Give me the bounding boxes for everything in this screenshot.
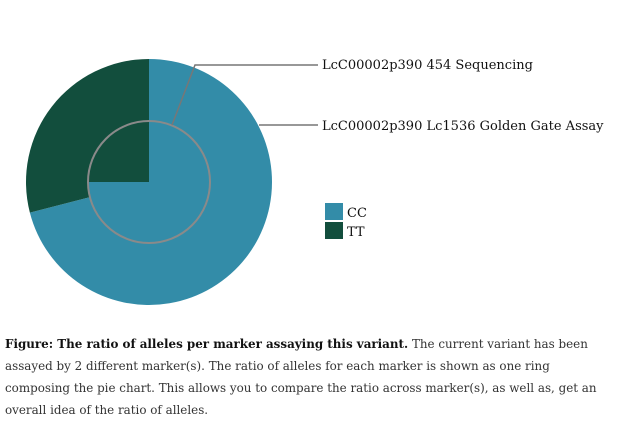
outer-slice-cc [29, 59, 272, 305]
legend-swatch-tt [325, 222, 343, 239]
inner-ring [88, 121, 210, 243]
ring-label-outer: LcC00002p390 Lc1536 Golden Gate Assay [322, 119, 604, 134]
inner-slice-tt [88, 121, 149, 182]
legend-swatch-cc [325, 203, 343, 220]
outer-slice-tt [26, 59, 149, 213]
leader-line-inner [171, 64, 318, 126]
figure-caption: Figure: The ratio of alleles per marker … [5, 333, 617, 421]
caption-text: The current variant has been assayed by … [5, 337, 597, 417]
caption-title: Figure: The ratio of alleles per marker … [5, 337, 409, 351]
ring-label-inner: LcC00002p390 454 Sequencing [322, 58, 533, 73]
allele-ratio-pie-chart: LcC00002p390 454 Sequencing LcC00002p390… [26, 58, 604, 305]
inner-ring-outline [87, 120, 211, 244]
legend-label-tt: TT [347, 225, 365, 240]
outer-ring [26, 59, 272, 305]
legend-label-cc: CC [347, 206, 367, 221]
